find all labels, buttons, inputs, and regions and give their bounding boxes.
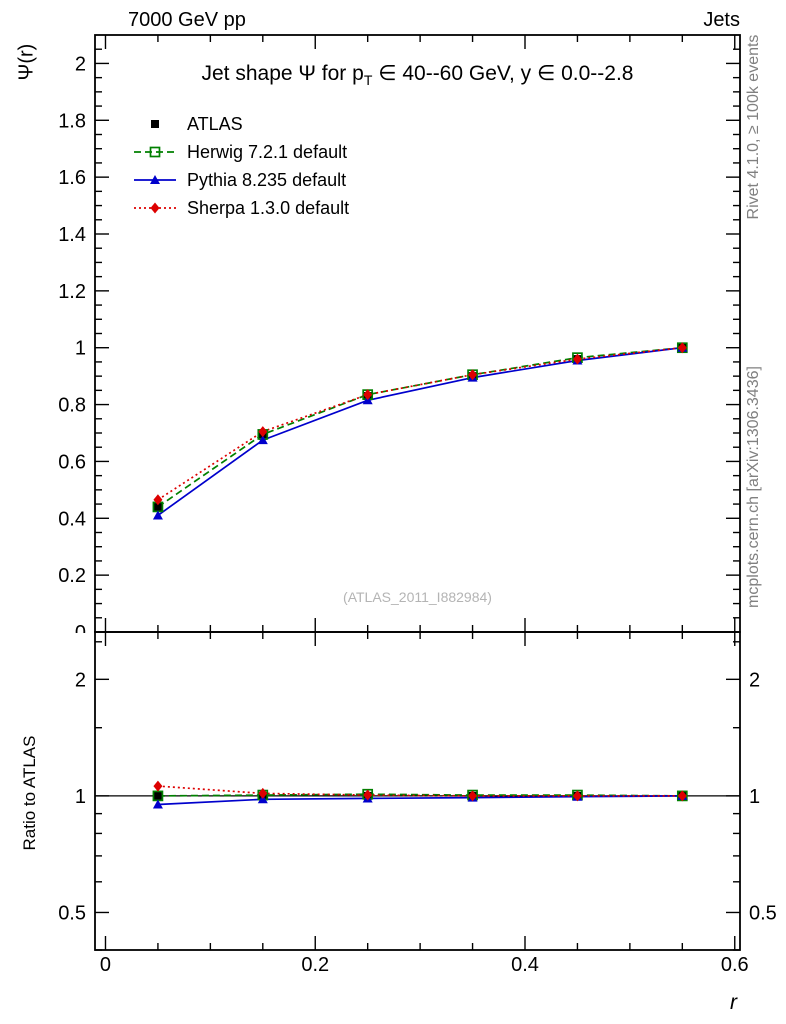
rivet-version-label: Rivet 4.1.0, ≥ 100k events	[745, 34, 762, 220]
svg-text:0.6: 0.6	[58, 451, 86, 473]
svg-text:1.2: 1.2	[58, 281, 86, 303]
legend-row-sherpa: Sherpa 1.3.0 default	[132, 194, 349, 222]
legend-row-pythia: Pythia 8.235 default	[132, 166, 349, 194]
legend-label-pythia: Pythia 8.235 default	[187, 169, 347, 190]
svg-text:0.5: 0.5	[58, 902, 86, 924]
svg-text:0.5: 0.5	[749, 902, 777, 924]
analysis-group-label: Jets	[703, 9, 740, 31]
legend-row-atlas: ATLAS	[132, 110, 349, 138]
svg-text:0.6: 0.6	[721, 954, 749, 976]
svg-text:0.8: 0.8	[58, 395, 86, 417]
analysis-id-watermark: (ATLAS_2011_I882984)	[343, 589, 492, 605]
legend-marker-atlas-icon	[151, 120, 159, 128]
plot-title-subscript: T	[363, 72, 373, 89]
svg-text:1: 1	[75, 338, 86, 360]
legend-label-sherpa: Sherpa 1.3.0 default	[187, 197, 350, 218]
svg-text:0.2: 0.2	[301, 954, 329, 976]
beam-energy-label: 7000 GeV pp	[128, 9, 246, 31]
legend-marker-herwig-icon	[134, 146, 176, 158]
svg-text:0.2: 0.2	[58, 565, 86, 587]
y-axis-label-ratio: Ratio to ATLAS	[20, 735, 39, 851]
legend: ATLAS Herwig 7.2.1 default Pythia 8.235 …	[132, 110, 349, 222]
plot-title-text-2: ∈ 40--60 GeV, y ∈ 0.0--2.8	[372, 62, 634, 85]
svg-text:0: 0	[100, 954, 111, 976]
svg-text:0.4: 0.4	[511, 954, 539, 976]
svg-text:2: 2	[75, 53, 86, 75]
legend-marker-sherpa-icon	[134, 202, 176, 214]
svg-text:1.4: 1.4	[58, 224, 86, 246]
svg-text:1: 1	[749, 786, 760, 808]
svg-text:1: 1	[75, 786, 86, 808]
svg-text:0.4: 0.4	[58, 508, 86, 530]
svg-text:2: 2	[749, 669, 760, 691]
svg-text:2: 2	[75, 669, 86, 691]
plot-title-text: Jet shape Ψ for p	[201, 62, 364, 85]
mcplots-credit-label: mcplots.cern.ch [arXiv:1306.3436]	[745, 366, 762, 608]
legend-label-herwig: Herwig 7.2.1 default	[187, 141, 348, 162]
plot-title: Jet shape Ψ for pT ∈ 40--60 GeV, y ∈ 0.0…	[95, 61, 740, 88]
y-axis-label-main: Ψ(r)	[15, 43, 38, 81]
svg-text:1.8: 1.8	[58, 110, 86, 132]
legend-label-atlas: ATLAS	[187, 113, 243, 134]
legend-row-herwig: Herwig 7.2.1 default	[132, 138, 349, 166]
legend-marker-pythia-icon	[134, 175, 176, 184]
svg-text:1.6: 1.6	[58, 167, 86, 189]
x-axis-label: r	[730, 991, 737, 1014]
